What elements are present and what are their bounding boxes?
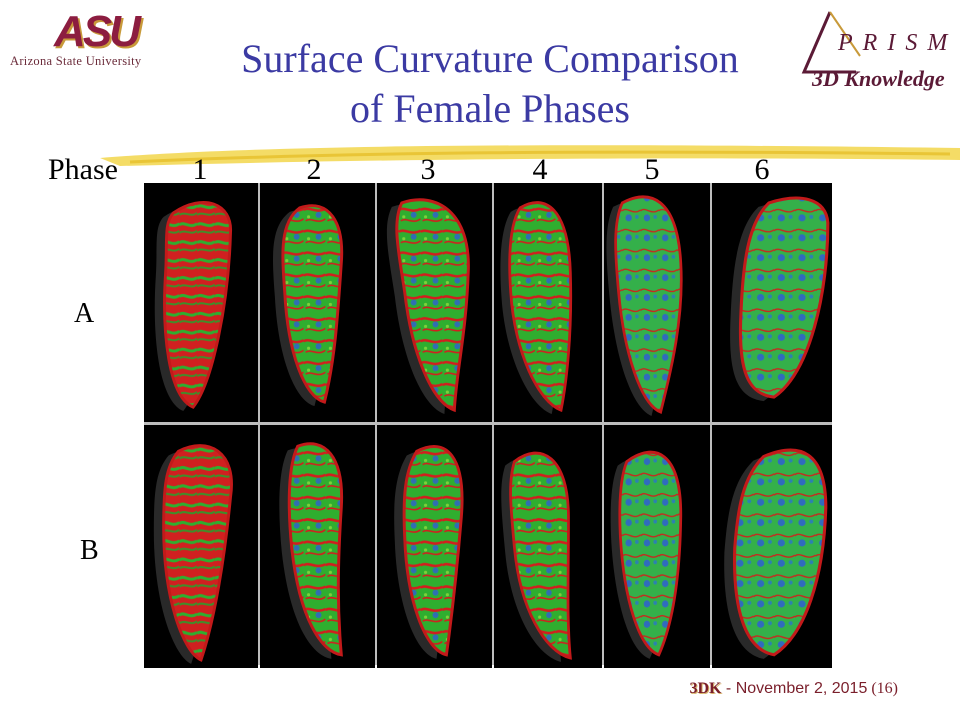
prism-triangle-icon xyxy=(801,11,861,74)
footer-date: November 2, 2015 xyxy=(735,680,868,697)
curvature-image-b-2 xyxy=(260,426,375,668)
curvature-image-a-2 xyxy=(260,183,375,420)
curvature-image-b-5 xyxy=(604,426,710,668)
asu-logo: ASU Arizona State University xyxy=(4,8,184,74)
curvature-image-b-3 xyxy=(377,426,492,668)
asu-mark: ASU xyxy=(54,7,141,56)
curvature-image-b-1 xyxy=(144,426,258,668)
title-line-1: Surface Curvature Comparison xyxy=(241,36,739,81)
footer-brand: 3DK xyxy=(689,680,722,697)
curvature-image-a-4 xyxy=(494,183,602,420)
phase-number-6: 6 xyxy=(754,153,770,186)
row-label-a: A xyxy=(74,298,95,329)
footer-separator: - xyxy=(721,680,736,697)
curvature-image-a-1 xyxy=(144,183,258,420)
prism-wordmark: PRISM xyxy=(838,30,958,56)
footer-page-number: (16) xyxy=(871,680,898,697)
asu-name: Arizona State University xyxy=(10,54,142,68)
title-line-2: of Female Phases xyxy=(350,86,630,131)
curvature-image-grid xyxy=(144,183,832,668)
phase-number-5: 5 xyxy=(644,153,660,186)
grid-divider-horizontal xyxy=(144,422,832,425)
slide-footer: 3DK - November 2, 2015 (16) xyxy=(689,680,898,698)
phase-number-2: 2 xyxy=(306,153,322,186)
curvature-image-b-6 xyxy=(712,426,832,668)
brush-stroke-decoration xyxy=(100,145,960,166)
phase-label: Phase xyxy=(48,153,118,186)
prism-subtitle: 3D Knowledge xyxy=(812,66,945,91)
curvature-image-a-5 xyxy=(604,183,710,420)
phase-number-3: 3 xyxy=(420,153,436,186)
phase-number-4: 4 xyxy=(532,153,548,186)
curvature-image-a-3 xyxy=(377,183,492,420)
phase-number-1: 1 xyxy=(192,153,208,186)
slide-title: Surface Curvature Comparison of Female P… xyxy=(180,34,800,134)
row-label-b: B xyxy=(80,535,99,566)
curvature-image-a-6 xyxy=(712,183,832,420)
prism-logo: PRISM 3D Knowledge xyxy=(790,8,955,103)
curvature-image-b-4 xyxy=(494,426,602,668)
